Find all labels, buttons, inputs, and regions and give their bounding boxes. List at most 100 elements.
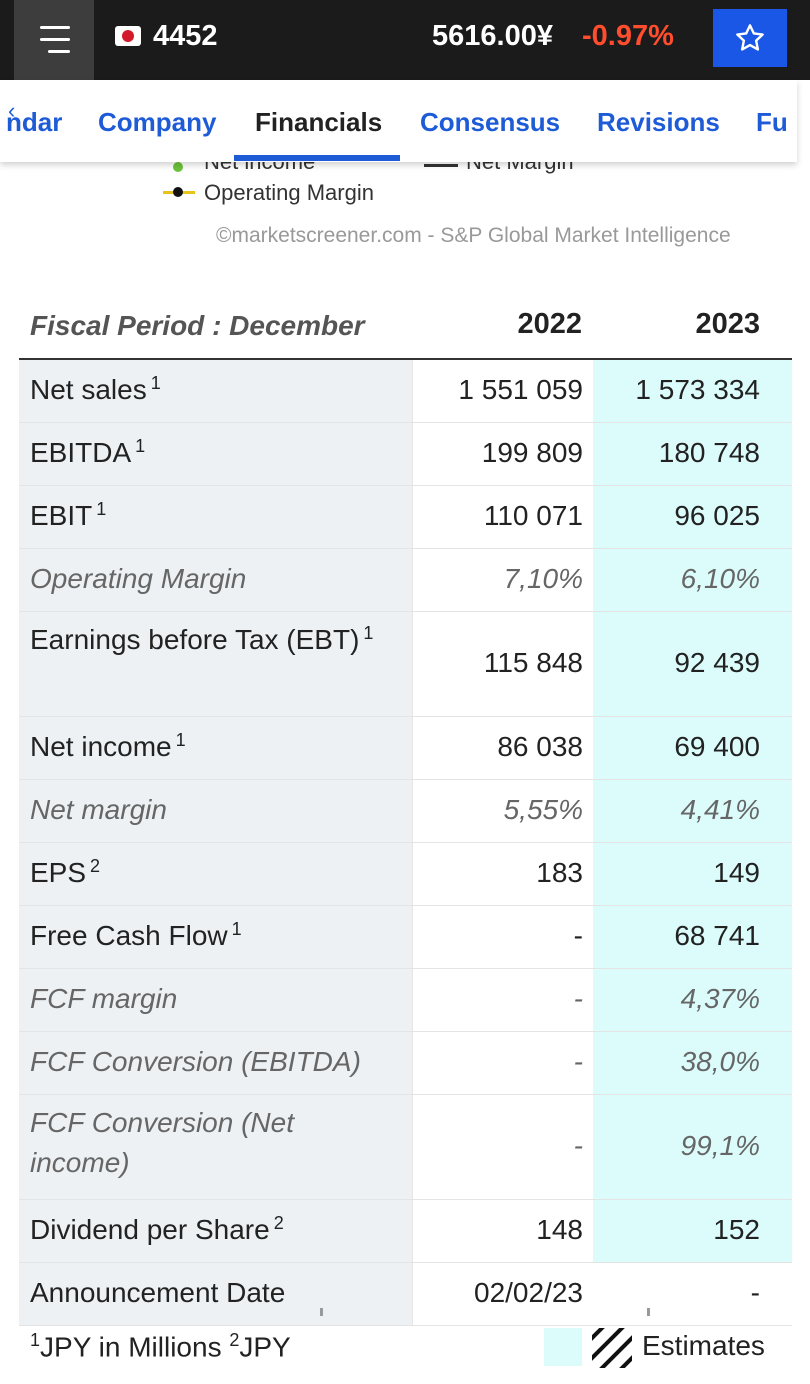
table-row: Dividend per Share 2 148 152 <box>19 1200 792 1263</box>
row-label-cell: FCF Conversion (Net income) <box>19 1095 412 1199</box>
table-row: Earnings before Tax (EBT) 1 115 848 92 439 <box>19 612 792 717</box>
year-2022-header: 2022 <box>517 308 582 340</box>
row-label: Net sales 1 <box>30 370 161 410</box>
row-label-text: FCF Conversion (EBITDA) <box>30 1046 361 1077</box>
scroll-left-icon[interactable]: ‹ <box>8 98 16 123</box>
menu-icon <box>40 26 70 29</box>
table-row: FCF margin - 4,37% <box>19 969 792 1032</box>
year-2023-header: 2023 <box>695 308 760 340</box>
value-2022: 02/02/23 <box>474 1277 583 1308</box>
table-row: EBITDA 1 199 809 180 748 <box>19 423 792 486</box>
value-2023: 6,10% <box>680 563 760 594</box>
tab-consensus[interactable]: Consensus <box>420 107 561 137</box>
value-2023: 152 <box>713 1214 760 1245</box>
cell-2022: 5,55% <box>412 780 594 842</box>
cell-2022: 183 <box>412 843 594 905</box>
table-footer: 1JPY in Millions 2JPY Estimates <box>0 1318 810 1384</box>
top-bar: 4452 5616.00¥ -0.97% <box>0 0 810 80</box>
legend-marker-operating-margin <box>173 187 183 197</box>
row-label-text: Net margin <box>30 794 167 825</box>
cell-2023: 180 748 <box>593 423 792 485</box>
row-label-cell: Free Cash Flow 1 <box>19 906 412 968</box>
row-label-text: Net sales <box>30 374 147 405</box>
table-row: EBIT 1 110 071 96 025 <box>19 486 792 549</box>
row-label-cell: Net sales 1 <box>19 360 412 422</box>
tab-more[interactable]: Fu <box>756 107 788 137</box>
table-row: Free Cash Flow 1 - 68 741 <box>19 906 792 969</box>
estimate-swatch <box>544 1328 582 1366</box>
tab-revisions[interactable]: Revisions <box>597 107 720 137</box>
watchlist-star-button[interactable] <box>713 9 787 67</box>
cell-2022: 7,10% <box>412 549 594 611</box>
row-label-text: Operating Margin <box>30 563 247 594</box>
row-label-cell: EBITDA 1 <box>19 423 412 485</box>
table-row: Announcement Date 02/02/23 - <box>19 1263 792 1326</box>
menu-icon-line <box>48 50 70 53</box>
cell-2022: - <box>412 1032 594 1094</box>
value-2023: 68 741 <box>674 920 760 951</box>
cell-2022: 110 071 <box>412 486 594 548</box>
estimates-label: Estimates <box>642 1330 765 1361</box>
scroll-tick <box>320 1308 323 1316</box>
chart-source[interactable]: ©marketscreener.com - S&P Global Market … <box>216 224 731 247</box>
cell-2022: 199 809 <box>412 423 594 485</box>
row-label-text: EBITDA <box>30 437 132 468</box>
row-label-text: Net income <box>30 731 172 762</box>
footnote-mark: 2 <box>90 855 101 876</box>
tab-company[interactable]: Company <box>98 107 217 137</box>
table-row: EPS 2 183 149 <box>19 843 792 906</box>
table-row: Net sales 1 1 551 059 1 573 334 <box>19 360 792 423</box>
row-label-cell: Earnings before Tax (EBT) 1 <box>19 612 412 716</box>
tab-calendar[interactable]: ndar <box>6 107 63 137</box>
legend-operating-margin[interactable]: Operating Margin <box>204 180 374 205</box>
value-2023: 38,0% <box>680 1046 760 1077</box>
ticker-symbol: 4452 <box>153 20 218 52</box>
value-2022: 86 038 <box>497 731 583 762</box>
scroll-tick <box>647 1308 650 1316</box>
value-2022: 199 809 <box>481 437 583 468</box>
row-label-text: Free Cash Flow <box>30 920 228 951</box>
value-2022: - <box>573 920 583 951</box>
cell-2023: - <box>593 1263 792 1325</box>
row-label: Net margin <box>30 790 167 830</box>
row-label-cell: FCF Conversion (EBITDA) <box>19 1032 412 1094</box>
row-label-cell: EBIT 1 <box>19 486 412 548</box>
row-label: EBITDA 1 <box>30 433 145 473</box>
cell-2022: - <box>412 969 594 1031</box>
table-row: Net margin 5,55% 4,41% <box>19 780 792 843</box>
row-label-text: EPS <box>30 857 87 888</box>
cell-2022: 1 551 059 <box>412 360 594 422</box>
note-2-text: JPY <box>239 1331 291 1363</box>
legend-net-income[interactable]: Net income <box>204 162 315 175</box>
row-label: Dividend per Share 2 <box>30 1210 284 1250</box>
cell-2023: 68 741 <box>593 906 792 968</box>
row-label-cell: Net margin <box>19 780 412 842</box>
value-2022: 148 <box>536 1214 583 1245</box>
row-label-cell: Operating Margin <box>19 549 412 611</box>
value-2022: - <box>573 1046 583 1077</box>
footnote-mark: 1 <box>231 918 242 939</box>
value-2023: 180 748 <box>658 437 760 468</box>
cell-2023: 152 <box>593 1200 792 1262</box>
hamburger-menu-button[interactable] <box>14 0 94 80</box>
legend-net-margin[interactable]: Net Margin <box>466 162 574 175</box>
units-note: 1JPY in Millions 2JPY <box>30 1330 291 1363</box>
table-row: Net income 1 86 038 69 400 <box>19 717 792 780</box>
row-label: FCF Conversion (EBITDA) <box>30 1042 361 1082</box>
cell-2023: 1 573 334 <box>593 360 792 422</box>
hatch-pattern-icon <box>592 1328 632 1368</box>
value-2023: 149 <box>713 857 760 888</box>
row-label: Earnings before Tax (EBT) 1 <box>30 620 400 660</box>
cell-2023: 38,0% <box>593 1032 792 1094</box>
value-2022: 183 <box>536 857 583 888</box>
value-2022: 7,10% <box>503 563 583 594</box>
value-2022: - <box>573 1130 583 1161</box>
tab-financials[interactable]: Financials <box>255 107 383 137</box>
value-2023: 4,37% <box>680 983 760 1014</box>
row-label: EBIT 1 <box>30 496 106 536</box>
cell-2022: - <box>412 1095 594 1199</box>
section-tabs: ‹ ndar Company Financials Consensus Revi… <box>0 80 797 162</box>
value-2022: 115 848 <box>483 647 583 678</box>
value-2022: - <box>573 983 583 1014</box>
cell-2023: 96 025 <box>593 486 792 548</box>
